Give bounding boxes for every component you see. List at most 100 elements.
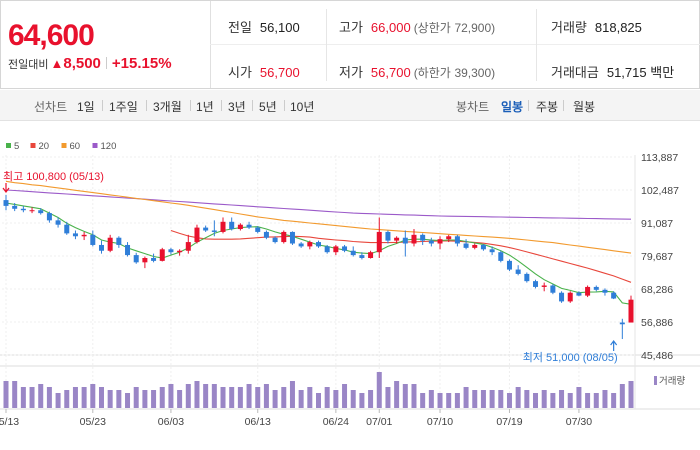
volume-bar — [246, 384, 252, 408]
prev-close-cell: 전일 56,100 — [228, 17, 300, 36]
period-1d-button[interactable]: 1일 — [77, 100, 95, 114]
candle-body — [211, 230, 217, 232]
volume-bar — [480, 390, 486, 408]
weekly-candle-button[interactable]: 주봉 — [536, 100, 559, 114]
divider — [528, 100, 529, 111]
candle-body — [177, 250, 183, 253]
price-box: 64,600 전일대비 ▲8,500 +15.15% — [1, 1, 211, 88]
candle-body — [454, 236, 460, 244]
prev-close-label: 전일 — [228, 20, 252, 35]
change-amount: 8,500 — [63, 55, 101, 72]
high-label: 고가 — [339, 20, 363, 35]
candle-body — [350, 250, 356, 256]
period-5y-button[interactable]: 5년 — [259, 100, 277, 114]
candle-body — [489, 249, 495, 253]
open-label: 시가 — [228, 65, 252, 80]
volume-bar — [237, 387, 243, 408]
volume-bar — [342, 384, 348, 408]
period-1y-button[interactable]: 1년 — [196, 100, 214, 114]
low-arrow-icon — [610, 340, 618, 351]
change-row: 전일대비 ▲8,500 +15.15% — [8, 55, 172, 72]
y-tick-label: 91,087 — [641, 218, 673, 230]
price-chart: 113,887 102,487 91,087 79,687 68,286 56,886 45… — [0, 141, 700, 428]
period-3m-button[interactable]: 3개월 — [153, 100, 182, 114]
candle-body — [194, 227, 200, 243]
lower-limit-label: (하한가 — [413, 66, 451, 80]
volume-bar — [263, 384, 269, 408]
divider — [326, 9, 327, 81]
candle-body — [3, 200, 9, 206]
candle-body — [402, 237, 408, 244]
volume-bar — [515, 387, 521, 408]
y-tick-label: 45,486 — [641, 350, 673, 362]
volume-legend-label: 거래량 — [659, 375, 685, 387]
divider — [210, 44, 700, 45]
candle-body — [142, 257, 148, 263]
volume-bar — [446, 393, 452, 408]
volume-bar — [298, 390, 304, 408]
volume-bar — [133, 387, 139, 408]
x-tick-label: 07/01 — [366, 416, 392, 428]
legend-swatch — [61, 143, 67, 148]
upper-limit-label: (상한가 — [413, 21, 451, 35]
y-tick-label: 102,487 — [641, 185, 679, 197]
monthly-candle-button[interactable]: 월봉 — [573, 100, 596, 114]
turnover-label: 거래대금 — [551, 65, 599, 80]
candle-body — [446, 236, 452, 240]
volume-bar — [463, 387, 469, 408]
volume-bar — [541, 390, 547, 408]
volume-bar — [350, 390, 356, 408]
divider — [221, 100, 222, 111]
candle-body — [29, 210, 35, 212]
open-cell: 시가 56,700 — [228, 62, 300, 81]
candle-body — [90, 234, 96, 245]
period-10y-button[interactable]: 10년 — [290, 100, 315, 114]
volume-bar — [619, 384, 625, 408]
volume-bar — [29, 387, 35, 408]
low-label: 저가 — [339, 65, 363, 80]
volume-bar — [203, 384, 209, 408]
period-3y-button[interactable]: 3년 — [228, 100, 246, 114]
candle-body — [263, 231, 269, 238]
candle-body — [619, 322, 625, 325]
candle-body — [98, 244, 104, 251]
volume-bar — [376, 372, 382, 408]
volume-bar — [454, 393, 460, 408]
volume-bar — [20, 387, 26, 408]
volume-bar — [142, 390, 148, 408]
ma120-line — [5, 189, 632, 220]
candle-body — [515, 269, 521, 274]
volume-bar — [359, 393, 365, 408]
open-value: 56,700 — [259, 65, 300, 80]
candle-body — [272, 237, 278, 243]
up-arrow-icon: ▲ — [50, 56, 64, 71]
turnover-unit: 백만 — [650, 65, 675, 80]
volume-bar — [489, 390, 495, 408]
divider — [536, 9, 537, 81]
x-tick-label: 06/24 — [323, 416, 349, 428]
current-price: 64,600 — [8, 19, 95, 52]
volume-bar — [12, 381, 18, 408]
volume-bar — [411, 384, 417, 408]
high-arrow-icon — [2, 183, 10, 193]
low-cell: 저가 56,700 (하한가 39,300) — [339, 62, 495, 81]
period-1w-button[interactable]: 1주일 — [109, 100, 138, 114]
volume-bar — [220, 387, 226, 408]
candle-body — [298, 243, 304, 247]
candle-body — [428, 240, 434, 244]
divider — [563, 100, 564, 111]
legend-swatch — [30, 143, 36, 148]
legend-label-ma20: 20 — [39, 141, 50, 152]
candle-body — [107, 237, 113, 251]
volume-bar — [472, 390, 478, 408]
volume-bar — [90, 384, 96, 408]
daily-candle-button[interactable]: 일봉 — [501, 100, 524, 114]
volume-bar — [272, 390, 278, 408]
ma60-line — [5, 180, 632, 254]
line-chart-label: 선차트 — [34, 100, 68, 114]
volume-bar — [333, 390, 339, 408]
volume-bar — [428, 390, 434, 408]
volume-bar — [324, 387, 330, 408]
candle-body — [289, 231, 295, 244]
candle-body — [229, 221, 235, 230]
